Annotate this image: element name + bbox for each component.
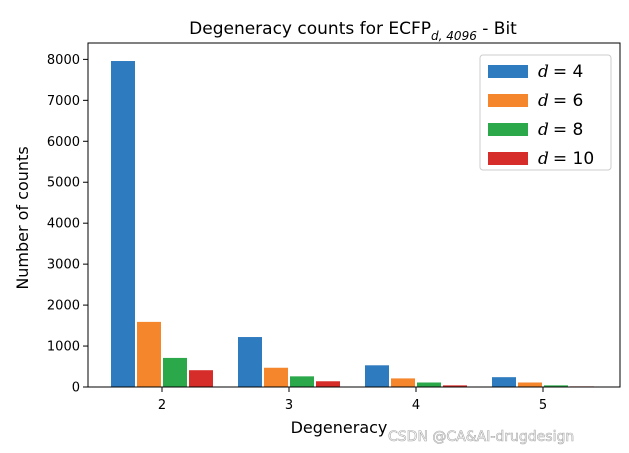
bar: [316, 381, 340, 387]
x-axis-ticks: 2 3 4 5: [158, 387, 547, 413]
watermark: CSDN @CA&AI-drugdesign: [388, 429, 574, 445]
bar: [443, 385, 467, 387]
bar: [111, 61, 135, 388]
bar-group: [111, 61, 594, 388]
y-tick-label: 6000: [47, 135, 80, 150]
bar: [391, 378, 415, 387]
bar: [518, 382, 542, 387]
bar: [163, 357, 187, 387]
legend-label: d = 6: [538, 91, 583, 111]
y-axis-ticks: 0 1000 2000 3000 4000 5000 6000 7000 8000: [47, 53, 88, 396]
y-tick-label: 5000: [47, 176, 80, 191]
y-tick-label: 1000: [47, 340, 80, 355]
bar: [264, 367, 288, 387]
legend-label: d = 4: [538, 62, 583, 82]
x-tick-label: 3: [285, 398, 293, 413]
chart-title: Degeneracy counts for ECFPd, 4096 - Bit: [189, 19, 517, 43]
bar: [417, 382, 441, 387]
x-tick-label: 5: [539, 398, 547, 413]
legend-label: d = 8: [538, 120, 583, 140]
bar: [365, 365, 389, 387]
y-tick-label: 2000: [47, 299, 80, 314]
bar: [544, 385, 568, 387]
y-axis-label: Number of counts: [13, 146, 32, 289]
legend: d = 4 d = 6 d = 8 d = 10: [479, 54, 612, 171]
bar: [238, 337, 262, 387]
legend-swatch: [488, 94, 528, 107]
y-tick-label: 4000: [47, 217, 80, 232]
y-tick-label: 8000: [47, 53, 80, 68]
y-tick-label: 3000: [47, 258, 80, 273]
bar: [137, 321, 161, 387]
legend-swatch: [488, 152, 528, 165]
bar: [290, 376, 314, 387]
legend-swatch: [488, 65, 528, 78]
bar: [189, 370, 213, 387]
x-tick-label: 2: [158, 398, 166, 413]
plot-frame: [87, 42, 621, 388]
legend-label: d = 10: [538, 149, 594, 169]
legend-swatch: [488, 123, 528, 136]
legend-box: [479, 54, 612, 171]
y-tick-label: 0: [72, 381, 80, 396]
x-tick-label: 4: [412, 398, 420, 413]
x-axis-label: Degeneracy: [291, 418, 388, 437]
y-tick-label: 7000: [47, 94, 80, 109]
bar: [492, 377, 516, 387]
